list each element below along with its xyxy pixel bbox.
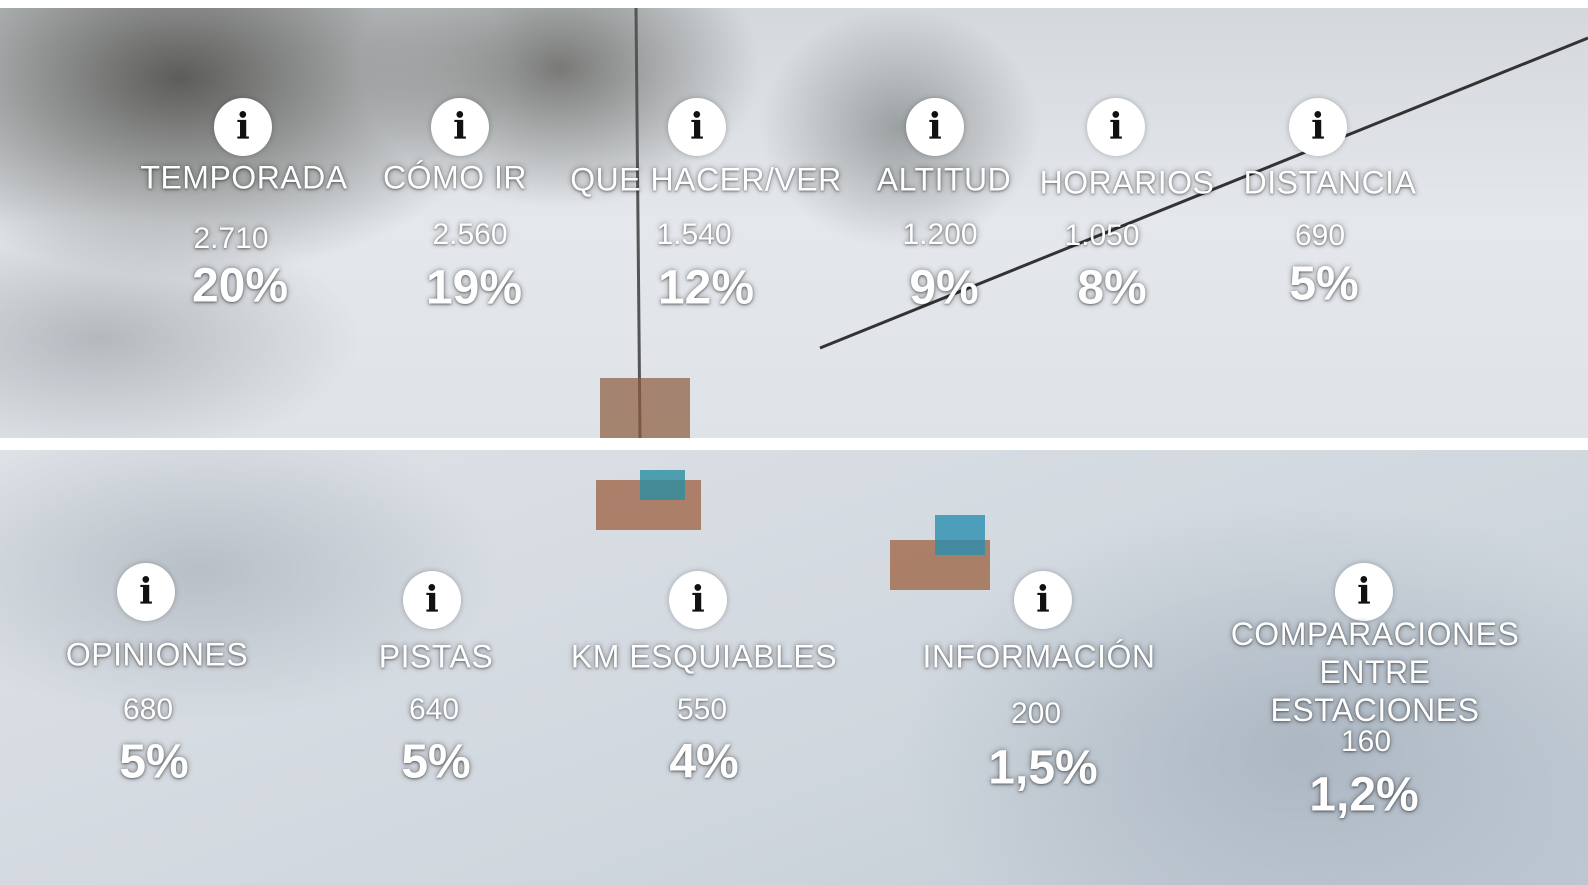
item-label: QUE HACER/VER — [570, 161, 842, 198]
item-label: INFORMACIÓN — [922, 638, 1156, 675]
item-count: 1.050 — [1064, 219, 1140, 252]
info-icon: i — [1335, 563, 1393, 621]
item-count: 550 — [676, 693, 728, 726]
item-count: 2.710 — [193, 222, 269, 255]
item-count: 1.540 — [656, 218, 732, 251]
item-count: 2.560 — [432, 218, 508, 251]
item-percent: 5% — [401, 735, 471, 789]
item-percent: 8% — [1077, 261, 1147, 315]
item-label: TEMPORADA — [140, 159, 348, 196]
cable-decor — [600, 8, 1588, 438]
info-icon: i — [669, 571, 727, 629]
info-icon: i — [214, 98, 272, 156]
item-count: 690 — [1294, 219, 1346, 252]
item-percent: 1,5% — [988, 741, 1098, 795]
chair — [600, 378, 690, 438]
item-percent: 12% — [657, 261, 755, 315]
info-icon: i — [1289, 98, 1347, 156]
item-label: CÓMO IR — [383, 159, 527, 196]
item-label: OPINIONES — [65, 636, 249, 673]
info-icon: i — [1014, 571, 1072, 629]
item-count: 1.200 — [902, 218, 978, 251]
item-count: 640 — [408, 693, 460, 726]
top-panel: i TEMPORADA 2.710 20% i CÓMO IR 2.560 19% i QUE H… — [0, 8, 1588, 438]
item-percent: 19% — [425, 261, 523, 315]
item-percent: 5% — [119, 735, 189, 789]
info-icon: i — [668, 98, 726, 156]
item-percent: 20% — [191, 259, 289, 313]
item-count: 160 — [1340, 725, 1392, 758]
skier — [640, 470, 685, 500]
info-icon: i — [431, 98, 489, 156]
item-label: COMPARACIONES ENTRE ESTACIONES — [1230, 616, 1520, 728]
item-percent: 5% — [1289, 257, 1359, 311]
bottom-panel: i OPINIONES 680 5% i PISTAS 640 5% i KM ESQUIABLE… — [0, 450, 1588, 885]
item-percent: 4% — [669, 735, 739, 789]
item-label: PISTAS — [378, 638, 494, 675]
cable — [819, 36, 1588, 350]
item-label: DISTANCIA — [1243, 164, 1417, 201]
item-count: 200 — [1010, 697, 1062, 730]
chair-decor — [596, 470, 990, 590]
item-count: 680 — [122, 693, 174, 726]
info-icon: i — [1087, 98, 1145, 156]
info-icon: i — [906, 98, 964, 156]
item-label: ALTITUD — [876, 161, 1012, 198]
cable — [634, 8, 642, 438]
skier — [935, 515, 985, 555]
item-percent: 9% — [909, 261, 979, 315]
item-label: HORARIOS — [1039, 164, 1215, 201]
item-label: KM ESQUIABLES — [570, 638, 838, 675]
item-percent: 1,2% — [1309, 768, 1419, 822]
info-icon: i — [403, 571, 461, 629]
info-icon: i — [117, 563, 175, 621]
